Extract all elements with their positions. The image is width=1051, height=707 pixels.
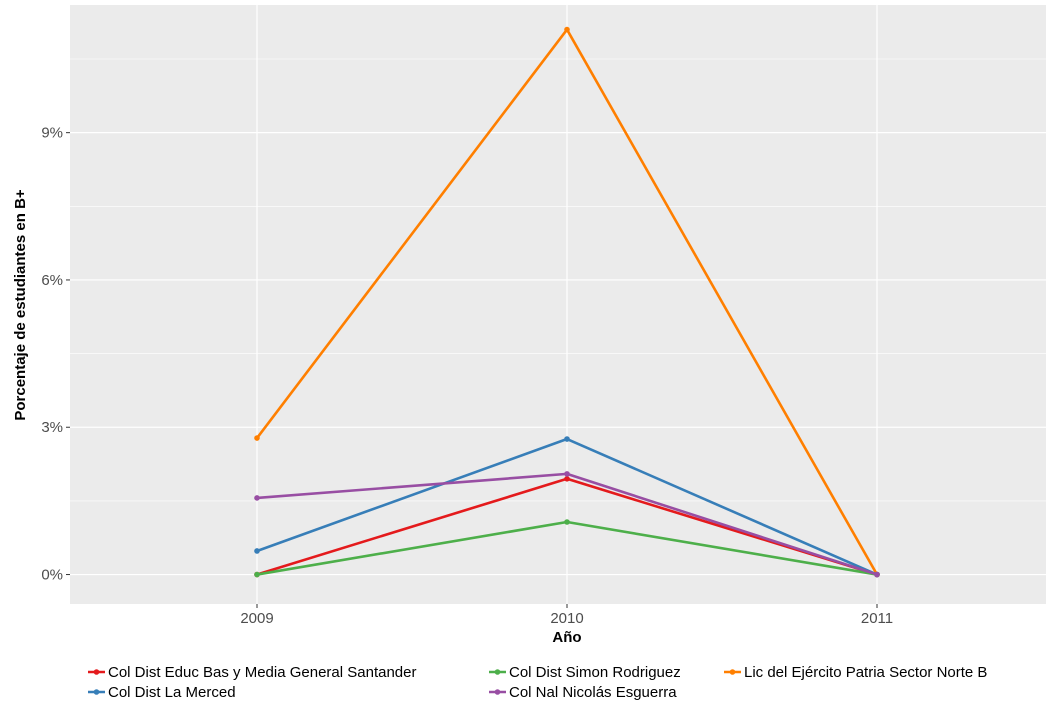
data-point bbox=[874, 571, 880, 578]
x-axis-title: Año bbox=[552, 629, 581, 646]
legend-item: Col Dist La Merced bbox=[88, 684, 236, 701]
y-tick-label: 0% bbox=[41, 567, 63, 584]
data-point bbox=[564, 519, 570, 525]
series-5 bbox=[254, 471, 880, 578]
legend-swatch-point bbox=[494, 689, 501, 695]
axis-ticks: 0% 3% 6% 9% 2009 2010 2011 bbox=[41, 125, 893, 627]
legend-item: Col Dist Simon Rodriguez bbox=[489, 664, 681, 681]
data-point bbox=[564, 26, 570, 33]
x-tick-label: 2009 bbox=[240, 610, 273, 627]
legend-label: Col Nal Nicolás Esguerra bbox=[509, 684, 677, 701]
data-point bbox=[254, 435, 260, 441]
legend-swatch-point bbox=[93, 689, 100, 695]
legend-item: Lic del Ejército Patria Sector Norte B bbox=[724, 664, 987, 681]
legend-swatch-point bbox=[494, 669, 501, 675]
legend-swatch-point bbox=[729, 669, 736, 675]
data-point bbox=[564, 471, 570, 477]
y-tick-label: 3% bbox=[41, 419, 63, 436]
legend-label: Col Dist Simon Rodriguez bbox=[509, 664, 681, 681]
series-lines bbox=[254, 26, 880, 578]
data-point bbox=[254, 571, 260, 578]
data-point bbox=[254, 548, 260, 554]
legend-label: Lic del Ejército Patria Sector Norte B bbox=[744, 664, 987, 681]
legend-item: Col Dist Educ Bas y Media General Santan… bbox=[88, 664, 417, 681]
x-tick-label: 2010 bbox=[550, 610, 583, 627]
y-tick-label: 9% bbox=[41, 125, 63, 142]
data-point bbox=[254, 495, 260, 501]
legend-swatch-point bbox=[93, 669, 100, 675]
legend-label: Col Dist Educ Bas y Media General Santan… bbox=[108, 664, 417, 681]
legend: Col Dist Educ Bas y Media General Santan… bbox=[88, 664, 987, 701]
data-point bbox=[564, 475, 570, 482]
y-axis-title: Porcentaje de estudiantes en B+ bbox=[12, 189, 29, 421]
legend-label: Col Dist La Merced bbox=[108, 684, 236, 701]
y-tick-label: 6% bbox=[41, 272, 63, 289]
data-point bbox=[564, 436, 570, 442]
legend-item: Col Nal Nicolás Esguerra bbox=[489, 684, 677, 701]
x-tick-label: 2011 bbox=[861, 610, 893, 627]
grid-lines bbox=[70, 5, 1046, 604]
plot-panel bbox=[70, 5, 1046, 604]
